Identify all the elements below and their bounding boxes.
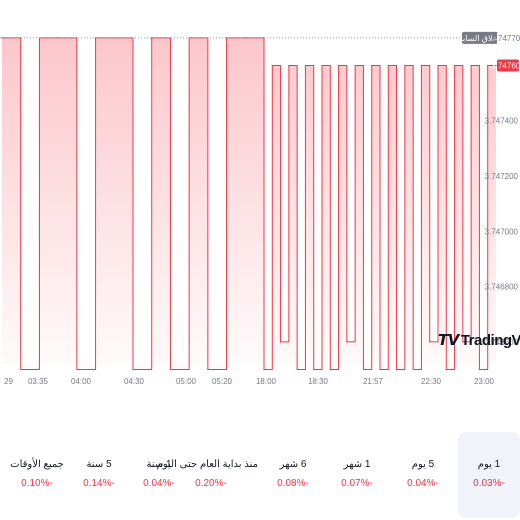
tab-change: -0.07% xyxy=(341,478,373,489)
tab-change: -0.20% xyxy=(195,478,227,489)
data-point xyxy=(20,368,22,371)
chart-canvas: 3.746600 3.746800 3.747000 3.747200 3.747400… xyxy=(0,31,520,386)
data-point xyxy=(225,37,228,39)
data-point xyxy=(151,37,153,39)
y-tick-label: 3.747200 xyxy=(485,172,519,181)
x-tick-label: 04:00 xyxy=(71,377,92,386)
data-point xyxy=(362,368,365,371)
data-point xyxy=(478,368,481,371)
data-point xyxy=(354,64,356,67)
x-tick-label: 05:20 xyxy=(212,377,233,386)
data-point xyxy=(412,368,414,371)
tradingview-logo-icon: 𝙏𝙑 xyxy=(438,332,459,349)
tab-1-year[interactable]: 1 سنة -0.04% xyxy=(128,432,190,518)
last-price-label: 3.747600 xyxy=(491,61,520,70)
data-point xyxy=(321,64,323,67)
data-point xyxy=(271,64,273,67)
series-line xyxy=(2,37,496,371)
tab-change: -0.03% xyxy=(473,478,505,489)
x-tick-label: 04:30 xyxy=(124,377,145,386)
tab-label: جميع الأوقات xyxy=(10,459,64,470)
tab-1-day[interactable]: 1 يوم -0.03% xyxy=(458,432,520,518)
x-tick-label: 03:35 xyxy=(28,377,49,386)
data-point xyxy=(304,64,307,67)
tab-label: 5 سنة xyxy=(86,459,112,470)
data-point xyxy=(437,64,439,67)
tab-label: 5 يوم xyxy=(411,459,435,470)
y-tick-label: 3.747400 xyxy=(485,117,519,126)
data-point xyxy=(445,368,447,371)
tab-change: -0.08% xyxy=(277,478,309,489)
y-tick-label: 3.746800 xyxy=(485,283,519,292)
x-tick-label: 21:57 xyxy=(363,377,384,386)
data-point xyxy=(132,368,134,371)
x-tick-label: 05:00 xyxy=(176,377,197,386)
data-point xyxy=(76,368,78,371)
tab-all-time[interactable]: جميع الأوقات -0.10% xyxy=(4,432,70,518)
x-tick-label: 22:30 xyxy=(421,377,442,386)
data-point xyxy=(379,368,381,371)
x-axis: 29 03:35 04:00 04:30 05:00 05:20 18:00 18:30 21:… xyxy=(4,377,495,386)
data-point xyxy=(495,64,497,67)
tab-1-month[interactable]: 1 شهر -0.07% xyxy=(326,432,388,518)
tab-5-year[interactable]: 5 سنة -0.14% xyxy=(68,432,130,518)
data-point xyxy=(453,64,456,67)
tab-label: 1 سنة xyxy=(146,459,172,470)
data-point xyxy=(404,64,406,67)
tab-5-day[interactable]: 5 يوم -0.04% xyxy=(392,432,454,518)
data-point xyxy=(263,368,265,371)
data-point xyxy=(279,341,282,343)
tab-ytd[interactable]: منذ بداية العام حتى اليوم -0.20% xyxy=(156,432,258,518)
series-layer xyxy=(1,37,497,371)
tab-label: 1 يوم xyxy=(477,459,501,470)
x-tick-label: 18:30 xyxy=(308,377,329,386)
data-point xyxy=(207,368,209,371)
x-tick-label: 29 xyxy=(4,377,13,386)
tradingview-watermark: 𝙏𝙑 TradingView xyxy=(438,331,520,350)
data-point xyxy=(470,64,472,67)
data-point xyxy=(313,368,315,371)
last-price-label-bg xyxy=(497,59,519,72)
watermark-text: TradingView xyxy=(460,331,520,349)
data-point xyxy=(395,368,398,371)
data-point xyxy=(487,64,489,67)
data-point xyxy=(387,64,389,67)
data-point xyxy=(169,368,172,371)
tab-label: منذ بداية العام حتى اليوم xyxy=(156,459,258,470)
data-point xyxy=(1,37,3,39)
data-point xyxy=(337,64,340,67)
y-tick-label: 3.746600 xyxy=(485,338,519,347)
data-point xyxy=(371,64,373,67)
data-point xyxy=(288,64,290,67)
data-point xyxy=(429,341,431,343)
data-point xyxy=(329,368,331,371)
tab-change: -0.04% xyxy=(143,478,175,489)
tab-6-month[interactable]: 6 شهر -0.08% xyxy=(262,432,324,518)
price-chart[interactable]: 3.746600 3.746800 3.747000 3.747200 3.747400… xyxy=(0,0,520,395)
data-point xyxy=(94,37,97,39)
data-point xyxy=(296,368,298,371)
x-tick-label: 23:00 xyxy=(474,377,495,386)
tab-change: -0.14% xyxy=(83,478,115,489)
series-area xyxy=(2,37,496,370)
tab-label: 1 شهر xyxy=(343,459,371,470)
previous-close-value: 3.747700 xyxy=(491,34,520,43)
previous-close-label-bg xyxy=(462,31,498,44)
data-point xyxy=(346,341,348,343)
data-point xyxy=(244,37,246,39)
tab-change: -0.04% xyxy=(407,478,439,489)
data-point xyxy=(420,64,423,67)
y-axis: 3.746600 3.746800 3.747000 3.747200 3.747400 xyxy=(485,117,519,347)
x-tick-label: 18:00 xyxy=(256,377,277,386)
tab-label: 6 شهر xyxy=(279,459,307,470)
y-tick-label: 3.747000 xyxy=(485,227,519,236)
previous-close-label: الإغلاق السابق xyxy=(456,34,503,43)
data-point xyxy=(462,341,464,343)
period-tabs: 1 يوم -0.03% 5 يوم -0.04% 1 شهر -0.07% 6… xyxy=(0,432,520,518)
previous-close-value-bg xyxy=(497,31,519,44)
tab-change: -0.10% xyxy=(21,478,53,489)
